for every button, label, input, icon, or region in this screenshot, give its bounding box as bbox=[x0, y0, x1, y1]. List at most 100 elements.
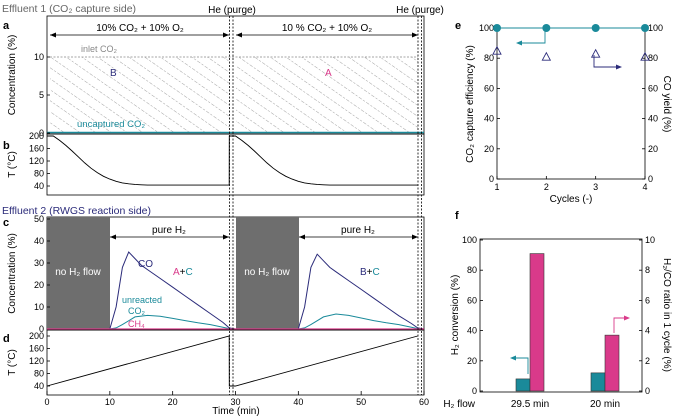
region-b-label: B bbox=[110, 68, 117, 79]
panel-f-right-tick-label: 10 bbox=[645, 235, 655, 245]
panel-f-right-tick-label: 4 bbox=[645, 326, 650, 336]
a-plus-c-a: A bbox=[173, 267, 180, 278]
pure-h2-arrow-1-left-head bbox=[110, 234, 116, 240]
captured-region-a bbox=[236, 57, 418, 133]
panel-letter-a: a bbox=[3, 20, 10, 32]
phase-1-arrow-left-head bbox=[50, 32, 56, 38]
pure-h2-arrow-1-right-head bbox=[223, 234, 229, 240]
panel-f-left-tick-label: 100 bbox=[462, 235, 477, 245]
pure-h2-label-2: pure H₂ bbox=[341, 225, 375, 236]
panel-a-y-tick-label: 10 bbox=[34, 52, 44, 62]
panel-e-marks bbox=[492, 24, 650, 61]
uncaptured-co2-label: uncaptured CO₂ bbox=[77, 119, 145, 130]
panel-letter-c: c bbox=[3, 217, 9, 229]
time-axis-tick-label: 0 bbox=[44, 397, 49, 407]
left-axis-indicator-arrowhead bbox=[516, 40, 522, 46]
h2-co-ratio-bar bbox=[604, 334, 620, 392]
co-yield-point bbox=[590, 48, 601, 58]
panel-f-category-label: 20 min bbox=[590, 399, 620, 410]
phase-2-arrow-left-head bbox=[236, 32, 242, 38]
panel-b-y-tick-label: 160 bbox=[29, 144, 44, 154]
panel-a-y-tick-label: 5 bbox=[39, 90, 44, 100]
panel-b-y-tick-label: 200 bbox=[29, 131, 44, 141]
no-h2-flow-region-2 bbox=[236, 217, 299, 330]
no-h2-flow-region-1 bbox=[47, 217, 110, 330]
panel-e-right-label: CO yield (%) bbox=[661, 76, 672, 133]
capture-efficiency-point bbox=[542, 24, 551, 32]
panel-a: a 10% CO₂ + 10% O₂ 10 % CO₂ + 10% O₂ He … bbox=[3, 5, 444, 138]
panel-f-bars bbox=[515, 253, 620, 392]
h2-conversion-bar bbox=[590, 372, 606, 392]
panel-a-y-tick-label: 0 bbox=[39, 128, 44, 138]
unreacted-co2-label-line2: CO₂ bbox=[128, 306, 146, 316]
panel-e-right-tick-label: 40 bbox=[648, 114, 658, 124]
panel-f-right-tick-label: 6 bbox=[645, 295, 650, 305]
panel-e-x-tick-label: 2 bbox=[544, 182, 549, 192]
h2-conversion-indicator-arrowhead bbox=[510, 355, 516, 361]
panel-b-y-tick-label: 80 bbox=[34, 169, 44, 179]
panel-letter-e: e bbox=[455, 20, 461, 32]
panel-letter-f: f bbox=[455, 210, 459, 222]
x-axis-panel-d: 0 10 20 30 40 50 60 bbox=[44, 391, 429, 407]
panel-e: e 0 0 20 20 40 40 60 60 80 80 100 100 1 2 3 4 Cycles (-)… bbox=[455, 20, 672, 205]
panel-e-right-tick-label: 80 bbox=[648, 53, 658, 63]
a-plus-c-label: A+C bbox=[173, 267, 193, 278]
panel-f-left-tick-label: 60 bbox=[467, 295, 477, 305]
panel-d-temperature-line bbox=[46, 335, 418, 387]
section-2-title: Effluent 2 (RWGS reaction side) bbox=[2, 205, 151, 217]
capture-efficiency-point bbox=[493, 24, 501, 32]
panel-letter-d: d bbox=[3, 333, 10, 345]
b-plus-c-label: B+C bbox=[360, 267, 380, 278]
unreacted-co2-label-line1: unreacted bbox=[122, 295, 162, 305]
right-axis-indicator-arrowhead bbox=[616, 64, 622, 70]
panel-e-x-tick-label: 3 bbox=[593, 182, 598, 192]
panel-f-right-tick-label: 2 bbox=[645, 356, 650, 366]
panel-b-y-tick-label: 40 bbox=[34, 181, 44, 191]
panel-d-y-label: T (°C) bbox=[7, 349, 18, 376]
panel-f-left-label: H₂ conversion (%) bbox=[450, 275, 461, 356]
co-label: CO bbox=[138, 259, 153, 270]
time-axis-tick-label: 50 bbox=[356, 397, 366, 407]
panel-b-y-label: T (°C) bbox=[7, 151, 18, 178]
co-yield-point bbox=[492, 45, 502, 55]
h2-co-ratio-bar bbox=[529, 253, 545, 392]
panel-f-left-tick-label: 80 bbox=[467, 265, 477, 275]
a-plus-c-plus: + bbox=[180, 267, 186, 278]
panel-b-temperature-line bbox=[47, 135, 418, 186]
panel-f-right-label: H₂/CO ratio in 1 cycle (%) bbox=[661, 258, 672, 372]
time-axis-label: Time (min) bbox=[212, 406, 259, 417]
panel-d: d 40 80 120 160 200 T (°C) 0 10 20 30 40 50 60 Time… bbox=[3, 329, 429, 417]
panel-d-y-tick-label: 40 bbox=[34, 381, 44, 391]
panel-b-y-tick-label: 120 bbox=[29, 156, 44, 166]
panel-c-y-tick-label: 40 bbox=[34, 236, 44, 246]
panel-f-category-axis-label: H₂ flow bbox=[443, 399, 475, 410]
panel-c-y-tick-label: 10 bbox=[34, 302, 44, 312]
he-purge-label-2: He (purge) bbox=[396, 5, 444, 16]
panel-f-left-tick-label: 20 bbox=[467, 356, 477, 366]
panel-e-frame bbox=[496, 27, 646, 180]
y-axis-panel-b: 40 80 120 160 200 T (°C) bbox=[7, 131, 50, 191]
panel-e-left-tick-label: 0 bbox=[489, 174, 494, 184]
purge-separators bbox=[229, 16, 422, 395]
y-axis-panel-c: 0 10 20 30 40 50 Concentration (%) bbox=[7, 214, 50, 334]
panel-c: c no H₂ flow no H₂ flow pure H₂ pure H₂ … bbox=[3, 214, 425, 334]
panel-e-axes: 0 0 20 20 40 40 60 60 80 80 100 100 1 2 3 4 Cycles (-) CO… bbox=[465, 23, 672, 205]
panel-e-right-tick-label: 60 bbox=[648, 83, 658, 93]
panel-d-y-tick-label: 160 bbox=[29, 344, 44, 354]
region-a-label: A bbox=[325, 68, 332, 79]
panel-f: f 0 20 40 60 80 100 0 2 4 6 8 10 H₂ conversion (%) H₂… bbox=[443, 210, 672, 410]
ch4-label: CH₄ bbox=[128, 319, 145, 329]
inlet-co2-label: inlet CO₂ bbox=[81, 44, 118, 54]
no-h2-flow-label-2: no H₂ flow bbox=[244, 267, 290, 278]
y-axis-panel-d: 40 80 120 160 200 T (°C) bbox=[7, 331, 50, 391]
panel-c-y-tick-label: 0 bbox=[39, 324, 44, 334]
panel-a-y-label: Concentration (%) bbox=[7, 35, 18, 116]
time-axis-tick-label: 20 bbox=[168, 397, 178, 407]
panel-c-y-tick-label: 50 bbox=[34, 214, 44, 224]
panel-c-y-tick-label: 30 bbox=[34, 258, 44, 268]
left-axis-indicator-arrow bbox=[521, 31, 546, 44]
co-yield-point bbox=[640, 51, 650, 61]
ratio-indicator-arrow bbox=[613, 317, 624, 333]
panel-c-y-tick-label: 20 bbox=[34, 280, 44, 290]
